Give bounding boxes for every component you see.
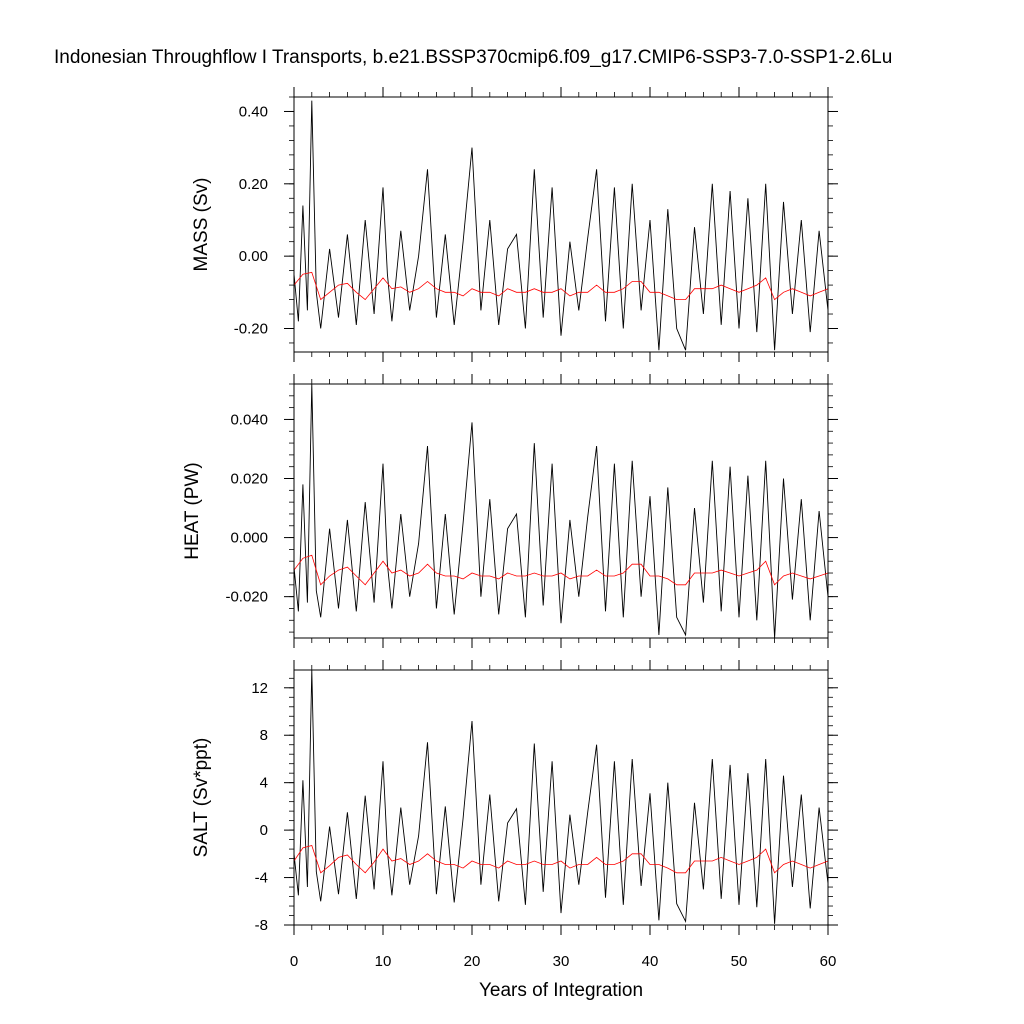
y-tick-label: -4 [255, 870, 268, 887]
series-raw-line [293, 669, 829, 924]
x-tick-label: 50 [731, 953, 748, 970]
y-tick-label: 0.20 [239, 176, 268, 193]
panel-1: -0.20 0.00 0.20 0.40 MASS (Sv) [191, 87, 838, 362]
y-axis-title: HEAT (PW) [182, 462, 203, 559]
panel-3: -8 -4 0 4 8 12 SALT (Sv*ppt) [191, 660, 838, 935]
y-tick-label: 0 [260, 822, 268, 839]
x-tick-label: 20 [464, 953, 481, 970]
y-tick-label: 0.020 [230, 471, 268, 488]
series-raw-line [293, 100, 829, 351]
y-tick-label: 4 [260, 775, 268, 792]
series-smoothed-line [293, 845, 829, 874]
y-tick-label: 8 [260, 727, 268, 744]
x-axis-title: Years of Integration [479, 980, 643, 1001]
y-axis-title: MASS (Sv) [191, 178, 212, 272]
series-smoothed-line [293, 271, 829, 301]
y-tick-label: -8 [255, 917, 268, 934]
y-tick-label: -0.020 [225, 589, 268, 606]
x-tick-label: 40 [642, 953, 659, 970]
y-tick-label: 0.000 [230, 530, 268, 547]
y-tick-label: 0.040 [230, 411, 268, 428]
series-smoothed-line [293, 554, 829, 586]
x-tick-label: 0 [290, 953, 298, 970]
x-tick-label: 10 [375, 953, 392, 970]
x-tick-label: 30 [553, 953, 570, 970]
panel-2: -0.020 0.000 0.020 0.040 HEAT (PW) [182, 374, 838, 648]
y-tick-label: 12 [251, 680, 268, 697]
x-tick-label: 60 [820, 953, 837, 970]
y-tick-label: -0.20 [234, 320, 268, 337]
y-axis-title: SALT (Sv*ppt) [191, 738, 212, 858]
y-tick-label: 0.00 [239, 248, 268, 265]
series-raw-line [293, 383, 829, 639]
y-tick-label: 0.40 [239, 103, 268, 120]
chart-title: Indonesian Throughflow I Transports, b.e… [54, 47, 893, 68]
